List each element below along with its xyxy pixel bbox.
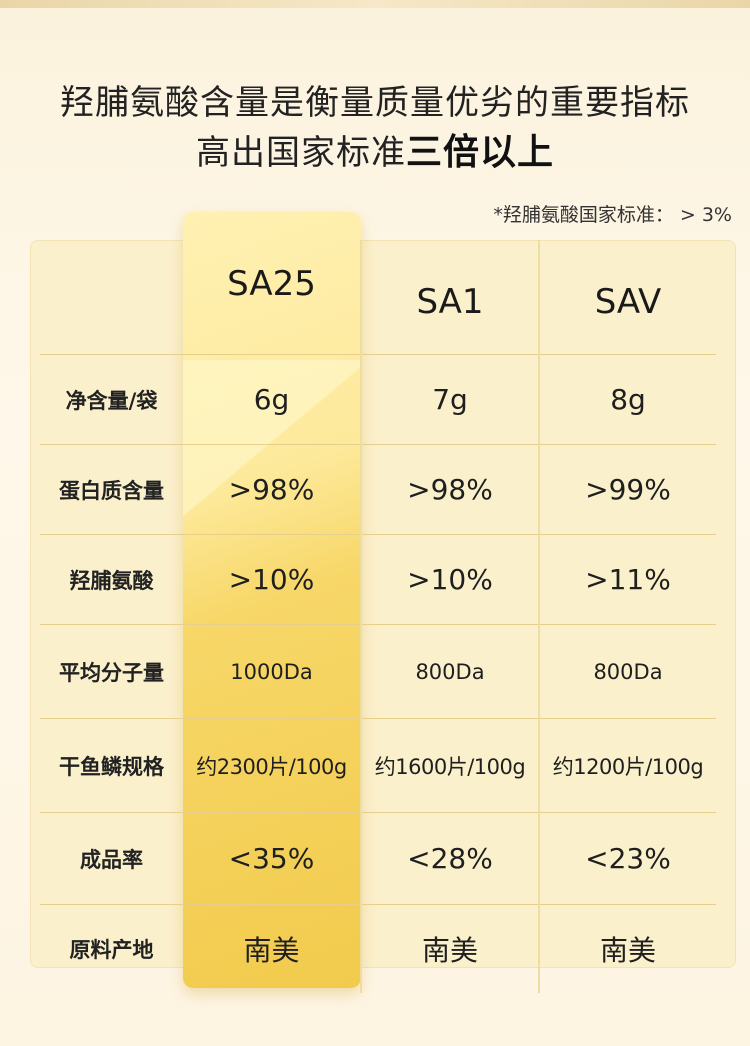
- cell-sa25: 1000Da: [183, 624, 361, 719]
- row-label: 干鱼鳞规格: [40, 718, 183, 813]
- cell-sa25: 约2300片/100g: [183, 718, 361, 813]
- cell-sa1: <28%: [360, 812, 539, 905]
- cell-sa25: >10%: [183, 534, 361, 625]
- table-row: 干鱼鳞规格 约2300片/100g 约1600片/100g 约1200片/100…: [40, 718, 716, 813]
- column-header-sav: SAV: [538, 240, 716, 355]
- table-header-row: SA25 SA1 SAV: [40, 240, 716, 355]
- cell-sa1: 7g: [360, 354, 539, 445]
- headline-line-1: 羟脯氨酸含量是衡量质量优劣的重要指标: [60, 83, 690, 123]
- table-row: 羟脯氨酸 >10% >10% >11%: [40, 534, 716, 625]
- row-label: 净含量/袋: [40, 354, 183, 445]
- cell-sa25: 6g: [183, 354, 361, 445]
- cell-sav: 800Da: [538, 624, 716, 719]
- row-label: 羟脯氨酸: [40, 534, 183, 625]
- cell-sa1: >98%: [360, 444, 539, 535]
- table-row: 成品率 <35% <28% <23%: [40, 812, 716, 905]
- cell-sa25: >98%: [183, 444, 361, 535]
- row-label: 原料产地: [69, 937, 154, 962]
- headline-line-2: 高出国家标准三倍以上: [0, 128, 750, 178]
- top-decor-bar: [0, 0, 750, 8]
- column-header-sa25: SA25: [183, 240, 361, 355]
- cell-sav: >99%: [538, 444, 716, 535]
- cell-sa1: 约1600片/100g: [360, 718, 539, 813]
- cell-sa25: 南美: [243, 933, 300, 967]
- cell-sa1: 800Da: [360, 624, 539, 719]
- standard-footnote: *羟脯氨酸国家标准： > 3%: [493, 204, 732, 226]
- row-label: 蛋白质含量: [40, 444, 183, 535]
- cell-sa1: 南美: [360, 904, 539, 993]
- headline-line-2-emphasis: 三倍以上: [405, 132, 554, 173]
- cell-sav: >11%: [538, 534, 716, 625]
- cell-sav: <23%: [538, 812, 716, 905]
- cell-sav: 南美: [538, 904, 716, 993]
- table-row: 净含量/袋 6g 7g 8g: [40, 354, 716, 445]
- row-label: 成品率: [40, 812, 183, 905]
- cell-sav: 8g: [538, 354, 716, 445]
- cell-sav: 约1200片/100g: [538, 718, 716, 813]
- cell-sa1: >10%: [360, 534, 539, 625]
- table-row: 平均分子量 1000Da 800Da 800Da: [40, 624, 716, 719]
- headline: 羟脯氨酸含量是衡量质量优劣的重要指标 高出国家标准三倍以上: [0, 78, 750, 178]
- comparison-table: SA25 SA1 SAV 净含量/袋 6g 7g 8g 蛋白质含量 >98% >…: [40, 240, 716, 993]
- table-row: 原料产地 南美 南美 南美: [40, 904, 716, 993]
- headline-line-2-normal: 高出国家标准: [195, 133, 406, 173]
- header-empty-cell: [40, 240, 183, 355]
- column-header-sa1: SA1: [360, 240, 539, 355]
- cell-sa25: <35%: [183, 812, 361, 905]
- table-row: 蛋白质含量 >98% >98% >99%: [40, 444, 716, 535]
- row-label: 平均分子量: [40, 624, 183, 719]
